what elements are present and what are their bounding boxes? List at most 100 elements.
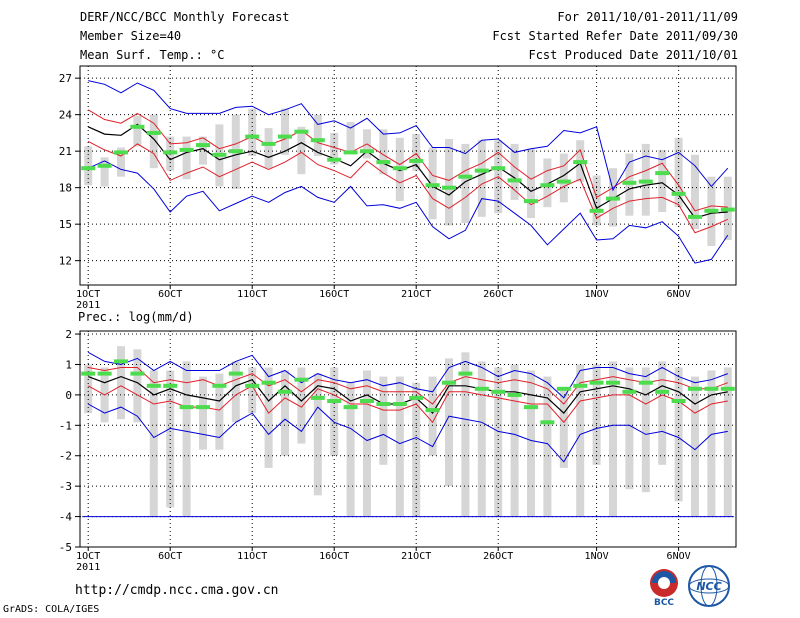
- prec-ytick-label: 0: [65, 389, 72, 402]
- temp-observed-mark: [376, 160, 391, 165]
- temp-observed-mark: [261, 141, 276, 146]
- forecast-period: For 2011/10/01-2011/11/09: [557, 10, 738, 24]
- prec-observed-mark: [360, 399, 374, 403]
- temp-ytick-label: 15: [59, 218, 72, 231]
- prec-observed-mark: [294, 377, 309, 382]
- temp-spread-box: [379, 129, 388, 175]
- prec-observed-mark: [278, 389, 292, 394]
- temp-spread-box: [100, 157, 109, 187]
- prec-spread-box: [543, 376, 552, 517]
- temp-observed-mark: [638, 179, 653, 184]
- temp-spread-box: [412, 134, 421, 171]
- temp-observed-mark: [671, 191, 686, 196]
- temp-ytick-label: 18: [59, 182, 72, 195]
- prec-spread-box: [297, 367, 306, 444]
- temp-spread-box: [510, 143, 519, 200]
- temp-observed-mark: [196, 143, 210, 148]
- temp-spread-box: [182, 136, 191, 180]
- prec-observed-mark: [425, 408, 440, 413]
- prec-observed-mark: [327, 399, 342, 403]
- prec-observed-mark: [114, 359, 128, 364]
- temp-observed-mark: [655, 171, 670, 176]
- temp-spread-box: [346, 122, 355, 153]
- prec-observed-mark: [671, 399, 686, 403]
- source-url[interactable]: http://cmdp.ncc.cma.gov.cn: [75, 583, 279, 598]
- temp-spread-box: [133, 115, 142, 147]
- prec-observed-mark: [704, 386, 719, 391]
- temp-observed-mark: [360, 149, 374, 154]
- prec-spread-box: [281, 370, 289, 456]
- temp-spread-box: [477, 140, 486, 217]
- prec-spread-box: [461, 352, 470, 517]
- prec-observed-mark: [81, 371, 96, 376]
- prec-ytick-label: -4: [59, 511, 73, 524]
- grads-credit: GrADS: COLA/IGES: [3, 604, 100, 615]
- prec-observed-mark: [720, 386, 735, 391]
- bcc-logo: BCC: [650, 569, 678, 606]
- prec-spread-box: [445, 358, 453, 487]
- prec-spread-box: [395, 376, 404, 517]
- prec-ytick-label: -3: [59, 480, 72, 493]
- temp-observed-mark: [573, 160, 588, 165]
- prec-observed-mark: [212, 383, 227, 388]
- temp-spread-box: [445, 139, 453, 226]
- prec-observed-mark: [655, 389, 670, 394]
- prec-spread-box: [674, 367, 683, 502]
- prec-spread-box: [182, 361, 191, 517]
- prec-observed-mark: [228, 371, 243, 376]
- prec-observed-mark: [589, 380, 604, 385]
- temp-observed-mark: [425, 183, 440, 188]
- temp-observed-mark: [130, 124, 145, 129]
- prec-frame: [79, 330, 737, 548]
- prec-observed-mark: [458, 371, 473, 376]
- variable-label: Mean Surf. Temp.: °C: [80, 48, 225, 62]
- prec-xtick-label: 1NOV: [585, 551, 609, 562]
- prec-spread-box: [559, 388, 568, 468]
- prec-max-line: [87, 351, 728, 399]
- ncc-logo-text: NCC: [696, 580, 721, 593]
- forecast-produced: Fcst Produced Date 2011/10/01: [528, 48, 738, 62]
- temp-upper-line: [87, 109, 728, 212]
- temp-observed-mark: [245, 134, 260, 139]
- temp-observed-mark: [81, 166, 96, 171]
- prec-spread-box: [691, 376, 699, 517]
- prec-spread-box: [641, 367, 650, 493]
- prec-xtick-label: 21OCT: [401, 551, 431, 562]
- prec-xtick-label: 6OCT: [158, 551, 182, 562]
- temp-observed-mark: [540, 183, 555, 188]
- prec-observed-mark: [310, 395, 325, 400]
- temp-spread-box: [199, 136, 207, 165]
- prec-observed-mark: [491, 389, 506, 394]
- prec-spread-box: [346, 382, 355, 517]
- prec-observed-mark: [392, 402, 407, 406]
- temp-xtick-label: 1OCT: [76, 289, 100, 300]
- temp-min-line: [87, 160, 729, 264]
- temp-mean-line: [87, 123, 728, 219]
- forecast-started: Fcst Started Refer Date 2011/09/30: [492, 29, 738, 43]
- prec-observed-mark: [573, 383, 588, 388]
- prec-spread-box: [576, 364, 585, 517]
- temp-spread-box: [313, 114, 322, 157]
- prec-spread-box: [264, 367, 273, 468]
- prec-spread-box: [166, 370, 175, 508]
- temp-observed-mark: [442, 185, 456, 190]
- chart-title: DERF/NCC/BCC Monthly Forecast: [80, 10, 290, 24]
- temp-ytick-label: 27: [59, 72, 72, 85]
- temp-spread-box: [330, 132, 339, 165]
- prec-observed-mark: [606, 380, 620, 385]
- prec-observed-mark: [146, 383, 161, 388]
- prec-mean-line: [87, 375, 728, 415]
- prec-observed-mark: [343, 405, 358, 410]
- prec-observed-mark: [688, 386, 702, 391]
- prec-spread-box: [707, 370, 716, 517]
- temp-xtick-label: 16OCT: [319, 289, 349, 300]
- temp-spread-box: [559, 153, 568, 203]
- prec-observed-mark: [638, 380, 653, 385]
- temp-observed-mark: [163, 150, 178, 155]
- temp-observed-mark: [278, 134, 292, 139]
- prec-observed-mark: [163, 383, 178, 388]
- prec-xtick-label: 16OCT: [319, 551, 349, 562]
- temp-observed-mark: [343, 150, 358, 155]
- prec-spread-box: [494, 367, 503, 517]
